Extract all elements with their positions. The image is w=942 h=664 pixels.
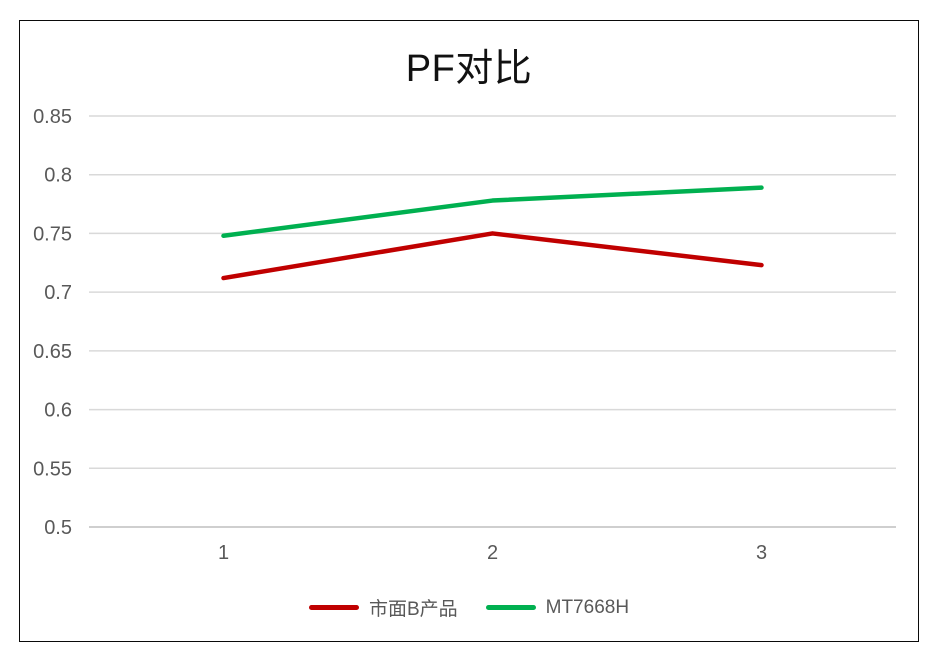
- legend-item-series-b: 市面B产品: [308, 594, 458, 621]
- chart-title: PF对比: [405, 48, 533, 90]
- legend-swatch-green: [485, 605, 536, 610]
- series-line-0: [221, 231, 764, 281]
- y-tick-label: 0.6: [44, 400, 72, 422]
- y-tick-label: 0.55: [33, 458, 72, 480]
- y-tick-label: 0.8: [44, 165, 72, 187]
- y-tick-label: 0.65: [33, 341, 72, 363]
- y-tick-label: 0.75: [33, 223, 72, 245]
- chart-frame[interactable]: PF对比 0.85 0.8 0.75 0.7 0.65 0.6 0.55 0.5 1 2 3 市面B…: [19, 20, 919, 642]
- legend-label: 市面B产品: [368, 599, 458, 620]
- legend-swatch-red: [308, 605, 359, 610]
- x-tick-label: 1: [218, 542, 229, 564]
- y-tick-label: 0.85: [33, 106, 72, 128]
- y-tick-label: 0.5: [44, 517, 72, 539]
- series-line-1: [221, 185, 764, 239]
- legend-label: MT7668H: [545, 596, 630, 618]
- x-tick-label: 2: [487, 542, 498, 564]
- y-tick-label: 0.7: [44, 282, 72, 304]
- legend: 市面B产品 MT7668H: [20, 594, 918, 621]
- plot-area: 0.85 0.8 0.75 0.7 0.65 0.6 0.55 0.5 1 2 3: [33, 106, 896, 564]
- legend-item-mt7668h: MT7668H: [485, 596, 630, 619]
- x-tick-label: 3: [756, 542, 767, 564]
